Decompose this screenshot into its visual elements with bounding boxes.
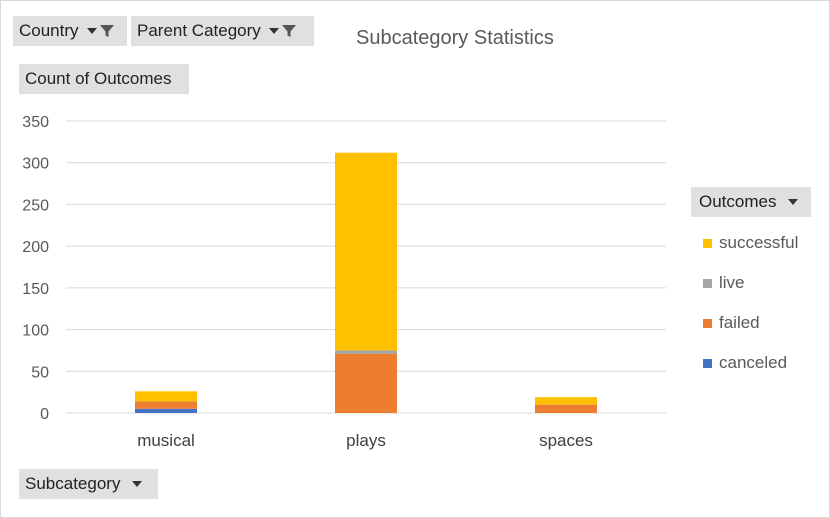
legend-item-failed[interactable]: failed bbox=[691, 303, 811, 343]
y-tick-label: 100 bbox=[22, 323, 49, 340]
y-tick-label: 150 bbox=[22, 281, 49, 298]
values-field-label: Count of Outcomes bbox=[25, 69, 172, 88]
legend-items: successful live failed canceled bbox=[691, 223, 811, 383]
dropdown-arrow-icon bbox=[268, 28, 279, 34]
y-tick-label: 200 bbox=[22, 239, 49, 256]
parent-category-filter-button[interactable]: Parent Category bbox=[131, 16, 314, 46]
y-tick-label: 0 bbox=[40, 406, 49, 423]
chart-title: Subcategory Statistics bbox=[356, 27, 554, 49]
outcomes-field-button[interactable]: Outcomes bbox=[691, 187, 811, 217]
legend-swatch bbox=[703, 238, 712, 248]
subcategory-field-button[interactable]: Subcategory bbox=[19, 469, 158, 499]
legend: Outcomes successful live failed canceled bbox=[691, 187, 811, 383]
legend-swatch bbox=[703, 358, 712, 368]
bar-plays-live[interactable] bbox=[335, 350, 397, 354]
legend-swatch bbox=[703, 278, 712, 288]
country-filter-button[interactable]: Country bbox=[13, 16, 127, 46]
values-field-button[interactable]: Count of Outcomes bbox=[19, 64, 189, 94]
filter-funnel-icon bbox=[99, 25, 114, 37]
bar-musical-successful[interactable] bbox=[135, 391, 197, 402]
filter-funnel-icon bbox=[281, 25, 296, 37]
legend-label: live bbox=[719, 273, 745, 292]
subcategory-field-label: Subcategory bbox=[25, 474, 121, 493]
y-tick-label: 300 bbox=[22, 156, 49, 173]
legend-label: failed bbox=[719, 313, 760, 332]
x-category-label: plays bbox=[346, 431, 386, 450]
y-tick-label: 350 bbox=[22, 114, 49, 131]
bar-spaces-failed[interactable] bbox=[535, 404, 597, 413]
y-tick-label: 50 bbox=[31, 364, 49, 381]
bar-spaces-successful[interactable] bbox=[535, 397, 597, 405]
bar-musical-failed[interactable] bbox=[135, 401, 197, 409]
dropdown-arrow-icon bbox=[86, 28, 97, 34]
outcomes-field-label: Outcomes bbox=[699, 192, 777, 211]
bar-plays-successful[interactable] bbox=[335, 152, 397, 351]
legend-swatch bbox=[703, 318, 712, 328]
dropdown-arrow-icon bbox=[132, 481, 143, 487]
bar-musical-canceled[interactable] bbox=[135, 408, 197, 413]
y-tick-label: 250 bbox=[22, 197, 49, 214]
x-category-label: musical bbox=[137, 431, 195, 450]
country-filter-label: Country bbox=[19, 21, 79, 40]
dropdown-arrow-icon bbox=[788, 199, 799, 205]
bar-plays-failed[interactable] bbox=[335, 353, 397, 413]
legend-label: successful bbox=[719, 233, 799, 252]
legend-item-successful[interactable]: successful bbox=[691, 223, 811, 263]
legend-label: canceled bbox=[719, 353, 788, 372]
legend-item-canceled[interactable]: canceled bbox=[691, 343, 811, 383]
parent-category-filter-label: Parent Category bbox=[137, 21, 261, 40]
legend-item-live[interactable]: live bbox=[691, 263, 811, 303]
x-category-label: spaces bbox=[539, 431, 593, 450]
